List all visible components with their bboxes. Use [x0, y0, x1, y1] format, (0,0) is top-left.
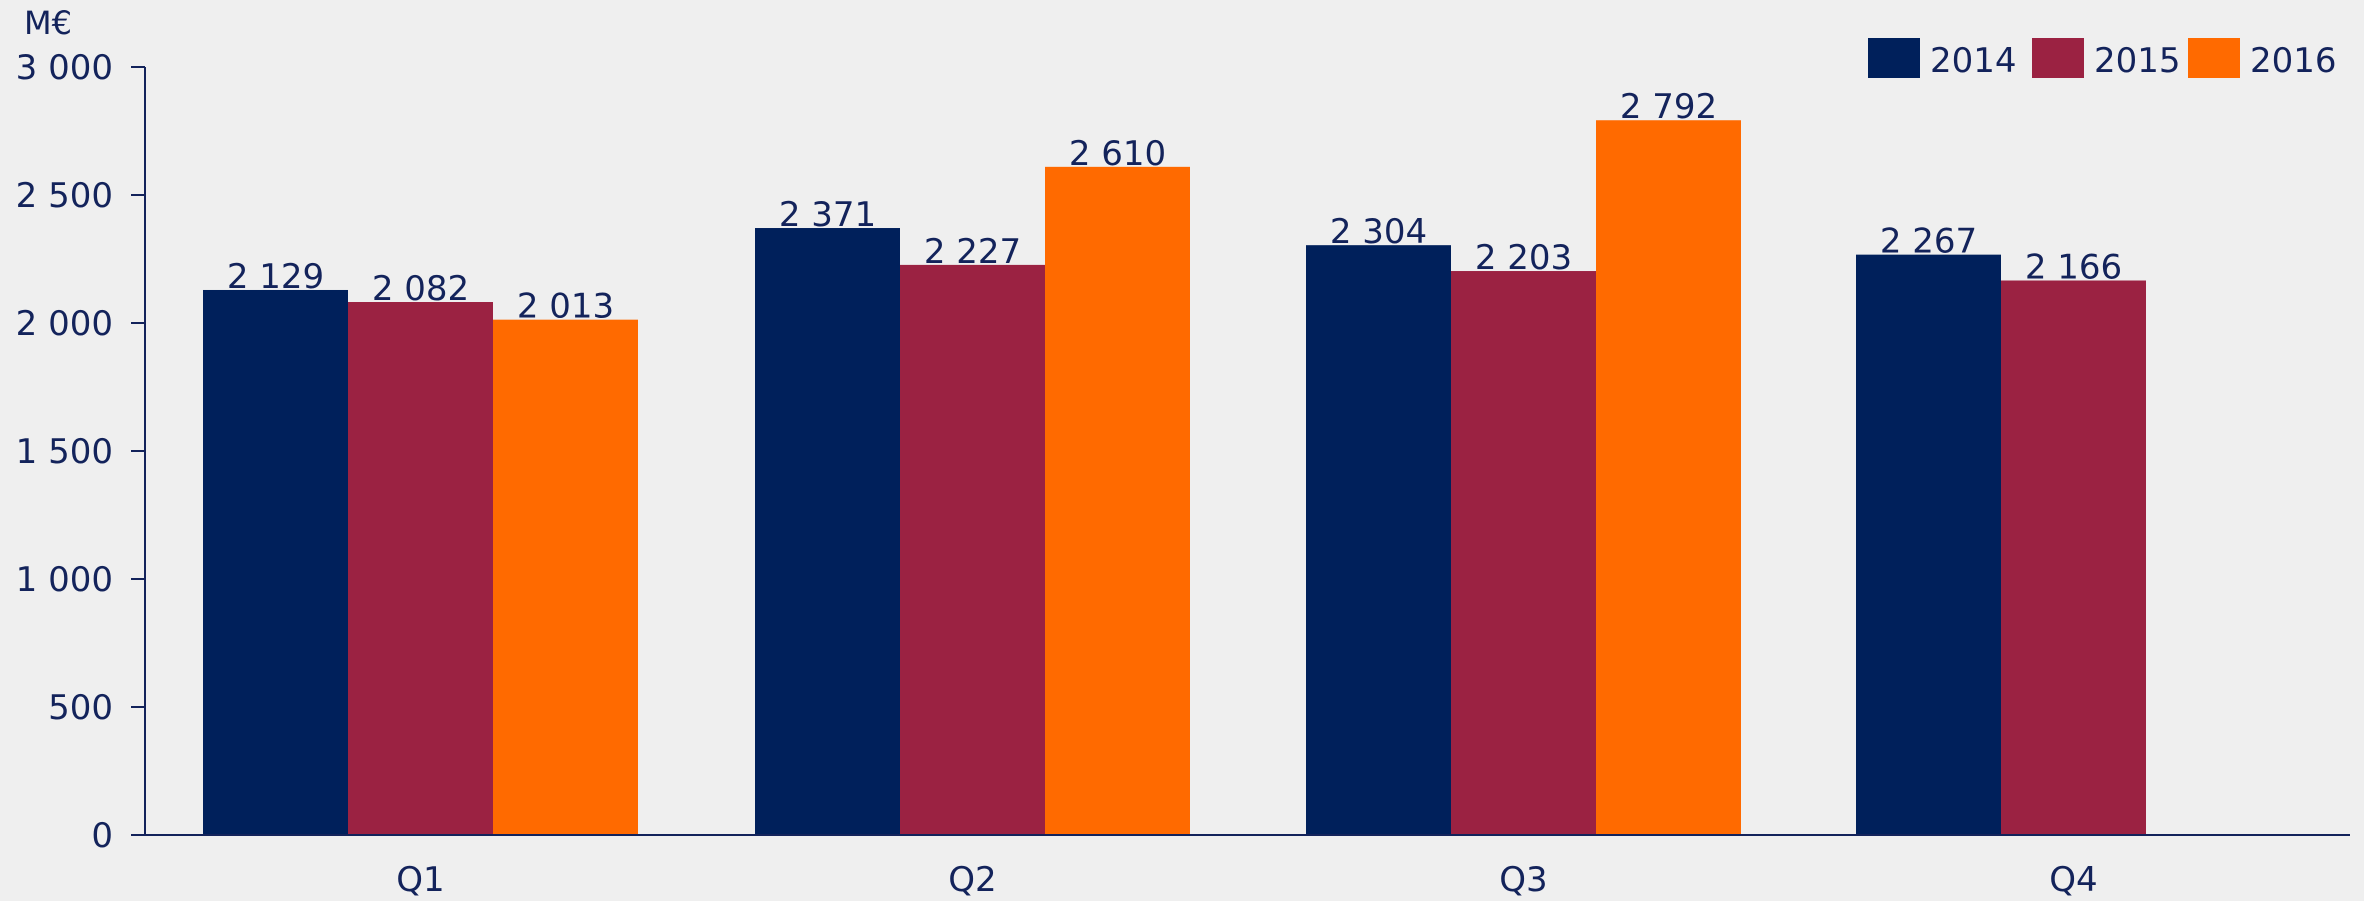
- bar-2015-Q1: [348, 302, 493, 835]
- legend-swatch-2014: [1868, 38, 1920, 78]
- x-axis: Q1 Q2 Q3 Q4: [145, 834, 2350, 900]
- y-tick-label: 2 000: [16, 304, 113, 344]
- bar-2014-Q3: [1306, 245, 1451, 835]
- data-label-2015-Q1: 2 082: [372, 269, 469, 309]
- legend-swatch-2015: [2032, 38, 2084, 78]
- y-tick-label: 1 500: [16, 432, 113, 472]
- data-label-2014-Q2: 2 371: [779, 195, 876, 235]
- bar-2015-Q2: [900, 264, 1045, 835]
- bars: [203, 120, 2146, 836]
- y-axis: 0 500 1 000 1 500 2 000 2 500 3 000: [16, 48, 146, 856]
- y-tick-label: 500: [48, 688, 113, 728]
- bar-2016-Q2: [1045, 166, 1190, 836]
- data-label-2015-Q4: 2 166: [2025, 248, 2122, 288]
- legend-swatch-2016: [2188, 38, 2240, 78]
- data-label-2014-Q3: 2 304: [1330, 212, 1427, 252]
- legend: 2014 2015 2016: [1868, 38, 2337, 81]
- data-label-2014-Q1: 2 129: [227, 257, 324, 297]
- bar-2014-Q4: [1856, 254, 2001, 835]
- bar-2015-Q3: [1451, 271, 1596, 836]
- y-tick-label: 3 000: [16, 48, 113, 88]
- y-tick-label: 2 500: [16, 176, 113, 216]
- data-label-2015-Q2: 2 227: [924, 232, 1021, 272]
- y-unit-label: M€: [24, 4, 72, 42]
- data-label-2014-Q4: 2 267: [1880, 222, 1977, 262]
- y-tick-label: 0: [91, 816, 113, 856]
- bar-2014-Q1: [203, 289, 348, 835]
- bar-2016-Q1: [493, 319, 638, 835]
- data-labels: 2 129 2 082 2 013 2 371 2 227 2 610 2 304 2 203…: [227, 87, 2122, 326]
- x-category-label: Q2: [948, 860, 996, 900]
- legend-label-2015: 2015: [2094, 41, 2181, 81]
- x-category-label: Q4: [2049, 860, 2097, 900]
- legend-label-2016: 2016: [2250, 41, 2337, 81]
- data-label-2016-Q1: 2 013: [517, 287, 614, 327]
- x-category-label: Q1: [396, 860, 444, 900]
- x-category-label: Q3: [1499, 860, 1547, 900]
- y-tick-label: 1 000: [16, 560, 113, 600]
- bar-2014-Q2: [755, 228, 900, 836]
- data-label-2016-Q2: 2 610: [1069, 134, 1166, 174]
- data-label-2016-Q3: 2 792: [1620, 87, 1717, 127]
- bar-2016-Q3: [1596, 120, 1741, 836]
- data-label-2015-Q3: 2 203: [1475, 238, 1572, 278]
- bar-2015-Q4: [2001, 280, 2146, 835]
- legend-label-2014: 2014: [1930, 41, 2017, 81]
